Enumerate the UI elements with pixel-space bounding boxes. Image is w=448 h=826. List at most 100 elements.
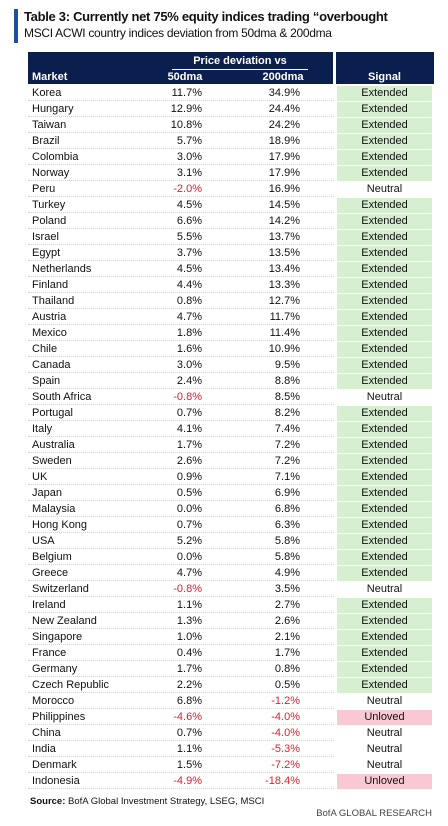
- dma50-cell: 1.1%: [176, 599, 202, 611]
- market-cell: Finland: [32, 279, 69, 291]
- row-separator: [28, 356, 334, 357]
- market-cell: Netherlands: [32, 263, 92, 275]
- signal-cell: Neutral: [366, 182, 403, 195]
- dma50-cell: 1.3%: [176, 615, 202, 627]
- row-separator: [28, 260, 334, 261]
- signal-cell: Extended: [337, 117, 432, 133]
- dma50-cell: 0.0%: [176, 503, 202, 515]
- signal-cell: Extended: [337, 437, 432, 453]
- row-separator: [28, 388, 334, 389]
- market-cell: Turkey: [32, 199, 66, 211]
- market-cell: Portugal: [32, 407, 73, 419]
- row-separator: [28, 612, 334, 613]
- signal-cell: Neutral: [366, 726, 403, 739]
- signal-cell: Extended: [337, 101, 432, 117]
- dma50-cell: 0.8%: [176, 295, 202, 307]
- column-header: 200dma: [262, 71, 304, 83]
- dma50-cell: -4.6%: [173, 711, 202, 723]
- signal-cell: Extended: [337, 501, 432, 517]
- dma200-cell: 8.5%: [274, 391, 300, 403]
- signal-cell: Extended: [337, 469, 432, 485]
- dma200-cell: 17.9%: [268, 167, 300, 179]
- market-cell: Japan: [32, 487, 62, 499]
- signal-cell: Extended: [337, 613, 432, 629]
- market-cell: Brazil: [32, 135, 60, 147]
- dma50-cell: 1.1%: [176, 743, 202, 755]
- market-cell: Italy: [32, 423, 53, 435]
- dma200-cell: 13.3%: [268, 279, 300, 291]
- signal-cell: Neutral: [366, 742, 403, 755]
- dma50-cell: 0.0%: [176, 551, 202, 563]
- market-cell: Australia: [32, 439, 75, 451]
- row-separator: [28, 116, 334, 117]
- dma50-cell: 0.7%: [176, 407, 202, 419]
- row-separator: [28, 324, 334, 325]
- market-cell: Malaysia: [32, 503, 76, 515]
- signal-cell: Neutral: [366, 758, 403, 771]
- market-cell: Chile: [32, 343, 58, 355]
- dma50-cell: 6.6%: [176, 215, 202, 227]
- row-separator: [28, 692, 334, 693]
- dma200-cell: 7.2%: [274, 455, 300, 467]
- signal-cell: Neutral: [366, 390, 403, 403]
- signal-cell: Extended: [337, 373, 432, 389]
- market-cell: Belgium: [32, 551, 72, 563]
- dma50-cell: 1.7%: [176, 439, 202, 451]
- dma200-cell: 0.5%: [274, 679, 300, 691]
- row-separator: [28, 148, 334, 149]
- dma50-cell: 0.4%: [176, 647, 202, 659]
- market-cell: Norway: [32, 167, 70, 179]
- group-header: Price deviation vs: [193, 55, 287, 67]
- signal-cell: Extended: [337, 597, 432, 613]
- signal-cell: Extended: [337, 229, 432, 245]
- row-separator: [28, 772, 334, 773]
- signal-cell: Extended: [337, 405, 432, 421]
- signal-cell: Extended: [337, 149, 432, 165]
- signal-cell: Extended: [337, 565, 432, 581]
- row-separator: [28, 452, 334, 453]
- market-cell: Taiwan: [32, 119, 67, 131]
- row-separator: [28, 676, 334, 677]
- dma200-cell: 0.8%: [274, 663, 300, 675]
- row-separator: [28, 548, 334, 549]
- signal-cell: Extended: [337, 341, 432, 357]
- market-cell: Korea: [32, 87, 62, 99]
- dma200-cell: 9.5%: [274, 359, 300, 371]
- market-cell: Czech Republic: [32, 679, 110, 691]
- row-separator: [28, 436, 334, 437]
- signal-cell: Extended: [337, 533, 432, 549]
- source: Source: BofA Global Investment Strategy,…: [30, 796, 264, 807]
- dma50-cell: 4.4%: [176, 279, 202, 291]
- market-cell: Indonesia: [32, 775, 80, 787]
- market-cell: South Africa: [32, 391, 92, 403]
- dma50-cell: 0.7%: [176, 727, 202, 739]
- column-header: Market: [32, 71, 68, 83]
- dma200-cell: 16.9%: [268, 183, 300, 195]
- dma50-cell: 11.7%: [171, 87, 202, 99]
- market-cell: Egypt: [32, 247, 61, 259]
- subtitle: MSCI ACWI country indices deviation from…: [24, 26, 332, 40]
- signal-cell: Extended: [337, 549, 432, 565]
- market-cell: France: [32, 647, 67, 659]
- signal-cell: Extended: [337, 277, 432, 293]
- signal-cell: Extended: [337, 197, 432, 213]
- market-cell: Greece: [32, 567, 69, 579]
- dma200-cell: 14.5%: [268, 199, 300, 211]
- dma200-cell: 8.2%: [274, 407, 300, 419]
- column-header: 50dma: [167, 71, 203, 83]
- dma200-cell: 11.7%: [269, 311, 300, 323]
- dma200-cell: -18.4%: [265, 775, 300, 787]
- dma200-cell: 4.9%: [274, 567, 300, 579]
- dma200-cell: -4.0%: [271, 711, 300, 723]
- source-label: Source:: [30, 796, 66, 807]
- dma50-cell: 10.8%: [170, 119, 202, 131]
- market-cell: UK: [32, 471, 48, 483]
- row-separator: [28, 228, 334, 229]
- dma50-cell: -4.9%: [173, 775, 202, 787]
- dma200-cell: 14.2%: [268, 215, 300, 227]
- dma50-cell: 1.6%: [176, 343, 202, 355]
- dma50-cell: 6.8%: [176, 695, 202, 707]
- row-separator: [28, 180, 334, 181]
- row-separator: [28, 532, 334, 533]
